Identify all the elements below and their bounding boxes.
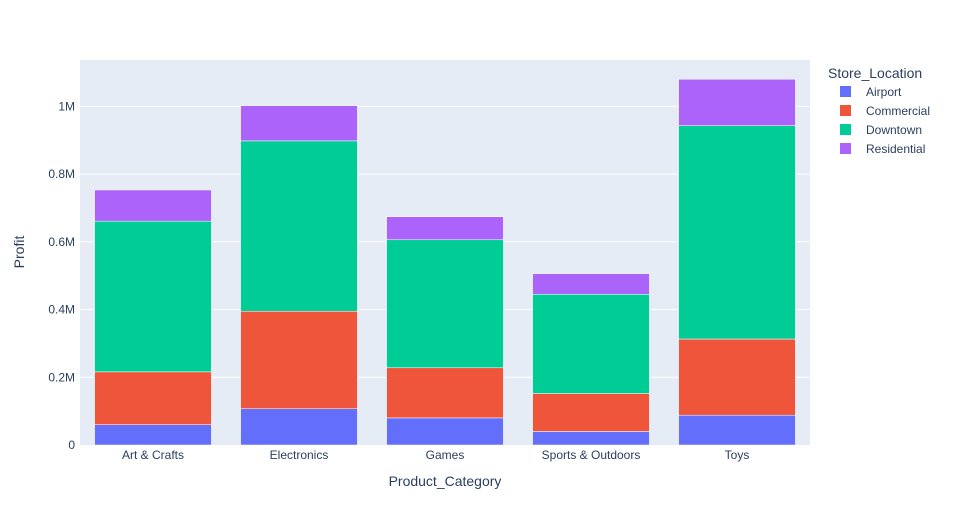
- legend-item[interactable]: Residential: [840, 142, 925, 156]
- legend-item[interactable]: Airport: [840, 85, 902, 99]
- x-tick-label: Sports & Outdoors: [542, 448, 641, 462]
- legend-label: Commercial: [866, 104, 930, 118]
- bar-segment[interactable]: [678, 78, 796, 126]
- bar-segment[interactable]: [386, 216, 504, 241]
- x-axis-title: Product_Category: [389, 473, 502, 489]
- bar-segment[interactable]: [678, 338, 796, 416]
- bar-segment[interactable]: [94, 189, 212, 222]
- bar-segment[interactable]: [94, 220, 212, 373]
- x-axis-ticks: Art & Crafts Electronics Games Sports & Out…: [122, 448, 749, 462]
- legend: Store_Location Airport Commercial Downtown…: [828, 65, 930, 156]
- legend-item[interactable]: Commercial: [840, 104, 930, 118]
- bar-segment[interactable]: [532, 431, 650, 446]
- bar-segment[interactable]: [240, 408, 358, 446]
- legend-swatch: [840, 86, 851, 97]
- legend-label: Residential: [866, 142, 925, 156]
- legend-swatch: [840, 124, 851, 135]
- bars: [94, 78, 796, 446]
- y-tick-label: 0.8M: [48, 167, 75, 181]
- bar-segment[interactable]: [532, 294, 650, 394]
- bar-segment[interactable]: [240, 140, 358, 312]
- legend-label: Downtown: [866, 123, 922, 137]
- y-axis-title: Profit: [11, 236, 27, 269]
- y-tick-label: 0.6M: [48, 235, 75, 249]
- legend-item[interactable]: Downtown: [840, 123, 922, 137]
- bar-segment[interactable]: [678, 414, 796, 446]
- x-tick-label: Toys: [725, 448, 750, 462]
- x-tick-label: Electronics: [270, 448, 329, 462]
- legend-swatch: [840, 143, 851, 154]
- y-tick-label: 1M: [58, 99, 75, 113]
- bar-segment[interactable]: [94, 371, 212, 425]
- y-tick-label: 0: [68, 438, 75, 452]
- y-tick-label: 0.2M: [48, 370, 75, 384]
- bar-segment[interactable]: [678, 125, 796, 340]
- bar-segment[interactable]: [94, 424, 212, 446]
- legend-title: Store_Location: [828, 65, 922, 81]
- bar-segment[interactable]: [386, 239, 504, 369]
- legend-swatch: [840, 105, 851, 116]
- x-tick-label: Games: [426, 448, 465, 462]
- x-tick-label: Art & Crafts: [122, 448, 184, 462]
- bar-segment[interactable]: [240, 310, 358, 410]
- legend-items: Airport Commercial Downtown Residential: [840, 85, 930, 156]
- bar-segment[interactable]: [532, 393, 650, 432]
- bar-segment[interactable]: [240, 105, 358, 142]
- y-tick-label: 0.4M: [48, 303, 75, 317]
- legend-label: Airport: [866, 85, 902, 99]
- bar-segment[interactable]: [386, 417, 504, 446]
- y-axis-ticks: 0 0.2M 0.4M 0.6M 0.8M 1M: [48, 99, 75, 452]
- bar-segment[interactable]: [386, 367, 504, 419]
- bar-segment[interactable]: [532, 273, 650, 295]
